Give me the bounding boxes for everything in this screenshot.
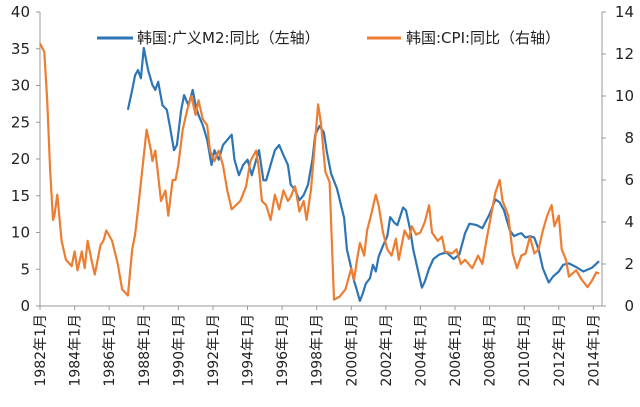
x-tick-label: 1986年1月 (102, 314, 118, 387)
x-tick-label: 2004年1月 (413, 314, 429, 387)
series-lines (39, 42, 600, 302)
right-tick-label: 0 (624, 297, 634, 315)
right-tick-label: 12 (615, 45, 634, 63)
x-tick-label: 1992年1月 (206, 314, 222, 387)
x-tick-label: 2014年1月 (586, 314, 602, 387)
right-tick-label: 4 (624, 213, 634, 231)
x-tick-label: 2000年1月 (344, 314, 360, 387)
left-tick-label: 0 (20, 297, 30, 315)
x-tick-label: 1984年1月 (68, 314, 84, 387)
left-tick-label: 35 (11, 40, 30, 58)
left-tick-label: 15 (11, 187, 30, 205)
left-tick-label: 30 (11, 77, 30, 95)
left-tick-label: 20 (11, 150, 30, 168)
x-tick-label: 2006年1月 (448, 314, 464, 387)
left-tick-label: 5 (20, 260, 30, 278)
x-tick-label: 1996年1月 (275, 314, 291, 387)
left-tick-label: 10 (11, 224, 30, 242)
x-tick-label: 1988年1月 (137, 314, 153, 387)
left-tick-label: 25 (11, 113, 30, 131)
legend-label-cpi: 韩国:CPI:同比（右轴） (406, 29, 560, 47)
legend: 韩国:广义M2:同比（左轴） 韩国:CPI:同比（右轴） (97, 29, 560, 47)
x-tick-label: 1994年1月 (241, 314, 257, 387)
x-tick-label: 1998年1月 (310, 314, 326, 387)
right-tick-label: 8 (624, 129, 634, 147)
x-tick-label: 2002年1月 (379, 314, 395, 387)
cpi-series-line (39, 42, 600, 301)
x-tick-label: 2008年1月 (483, 314, 499, 387)
axes: 0 5 10 15 20 25 30 35 40 0 2 4 6 8 10 12 14 1982年1月 1984年1… (11, 3, 634, 387)
x-tick-label: 2012年1月 (552, 314, 568, 387)
right-tick-label: 6 (624, 171, 634, 189)
left-tick-label: 40 (11, 3, 30, 21)
right-tick-label: 10 (615, 87, 634, 105)
x-tick-label: 1982年1月 (33, 314, 49, 387)
x-tick-label: 2010年1月 (517, 314, 533, 387)
legend-label-m2: 韩国:广义M2:同比（左轴） (137, 29, 320, 47)
right-tick-label: 14 (615, 3, 634, 21)
right-tick-label: 2 (624, 255, 634, 273)
m2-series-line (126, 46, 600, 302)
x-tick-label: 1990年1月 (171, 314, 187, 387)
